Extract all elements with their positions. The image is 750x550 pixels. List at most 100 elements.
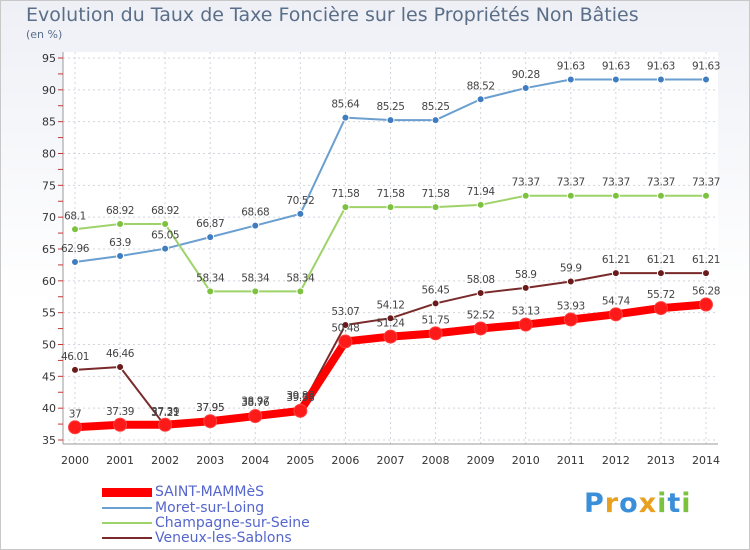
data-label-saint-mamm-s: 51.24 — [376, 318, 405, 330]
data-point-champagne-sur-seine — [341, 203, 350, 212]
data-point-saint-mamm-s — [473, 321, 488, 336]
data-label-veneux-les-sablons: 39.88 — [286, 390, 314, 402]
data-label-veneux-les-sablons: 58.9 — [515, 269, 537, 281]
proxiti-logo: Proxiti — [584, 488, 692, 519]
legend-swatch — [102, 487, 152, 497]
data-label-champagne-sur-seine: 73.37 — [512, 177, 540, 189]
x-tick-label: 2009 — [467, 454, 495, 467]
data-label-moret-sur-loing: 85.64 — [331, 99, 360, 111]
data-label-saint-mamm-s: 52.52 — [467, 309, 495, 321]
data-label-champagne-sur-seine: 73.37 — [692, 177, 720, 189]
data-point-champagne-sur-seine — [431, 203, 440, 212]
data-point-moret-sur-loing — [341, 113, 350, 122]
data-label-saint-mamm-s: 37.39 — [151, 406, 179, 418]
legend-item-saint-mammes: SAINT-MAMMèS — [102, 484, 264, 500]
data-label-champagne-sur-seine: 73.37 — [557, 177, 585, 189]
y-tick-label: 95 — [42, 52, 56, 65]
data-point-veneux-les-sablons — [656, 269, 665, 278]
data-label-veneux-les-sablons: 61.21 — [602, 254, 630, 266]
data-label-moret-sur-loing: 91.63 — [647, 60, 675, 72]
data-point-moret-sur-loing — [476, 95, 485, 104]
x-tick-label: 2000 — [61, 454, 89, 467]
data-point-saint-mamm-s — [383, 329, 398, 344]
data-label-moret-sur-loing: 88.52 — [467, 80, 495, 92]
legend-swatch — [102, 522, 152, 524]
data-label-saint-mamm-s: 39.58 — [286, 392, 314, 404]
data-point-saint-mamm-s — [248, 409, 263, 424]
data-point-veneux-les-sablons — [476, 289, 485, 298]
data-point-moret-sur-loing — [116, 252, 125, 261]
data-label-moret-sur-loing: 68.68 — [241, 207, 269, 219]
data-label-champagne-sur-seine: 68.1 — [64, 210, 86, 222]
data-point-moret-sur-loing — [611, 75, 620, 84]
data-point-saint-mamm-s — [158, 417, 173, 432]
data-point-champagne-sur-seine — [206, 287, 215, 296]
y-tick-label: 35 — [42, 434, 56, 447]
data-point-veneux-les-sablons — [702, 269, 710, 278]
legend-label: Moret-sur-Loing — [155, 500, 265, 516]
data-label-veneux-les-sablons: 37.21 — [151, 407, 179, 419]
data-label-moret-sur-loing: 66.87 — [196, 218, 224, 230]
data-point-saint-mamm-s — [699, 297, 713, 312]
data-label-moret-sur-loing: 85.25 — [422, 101, 450, 113]
legend-swatch — [102, 507, 152, 509]
data-label-saint-mamm-s: 53.93 — [557, 300, 585, 312]
data-label-veneux-les-sablons: 56.45 — [422, 284, 450, 296]
legend-label: Champagne-sur-Seine — [155, 515, 310, 531]
data-label-moret-sur-loing: 85.25 — [376, 101, 404, 113]
data-point-moret-sur-loing — [71, 257, 79, 266]
data-label-moret-sur-loing: 91.63 — [692, 60, 720, 72]
data-point-saint-mamm-s — [203, 414, 218, 429]
x-tick-label: 2014 — [692, 454, 720, 467]
data-point-saint-mamm-s — [518, 317, 533, 332]
data-point-saint-mamm-s — [608, 307, 623, 322]
y-tick-label: 50 — [42, 339, 56, 352]
y-tick-label: 55 — [42, 307, 56, 320]
data-point-champagne-sur-seine — [702, 191, 710, 200]
data-label-champagne-sur-seine: 71.94 — [467, 186, 496, 198]
legend-label: SAINT-MAMMèS — [155, 484, 264, 500]
data-point-champagne-sur-seine — [386, 203, 395, 212]
data-label-saint-mamm-s: 56.28 — [692, 286, 720, 298]
data-point-champagne-sur-seine — [251, 287, 260, 296]
data-label-saint-mamm-s: 37 — [69, 408, 82, 420]
y-tick-label: 75 — [42, 179, 56, 192]
data-label-champagne-sur-seine: 71.58 — [422, 188, 450, 200]
data-point-champagne-sur-seine — [161, 220, 170, 229]
data-label-saint-mamm-s: 37.95 — [196, 402, 224, 414]
data-label-moret-sur-loing: 65.05 — [151, 230, 179, 242]
y-tick-label: 90 — [42, 84, 56, 97]
logo-letter: r — [604, 488, 620, 519]
data-point-saint-mamm-s — [653, 301, 668, 316]
data-label-moret-sur-loing: 90.28 — [512, 69, 540, 81]
data-point-veneux-les-sablons — [341, 320, 350, 329]
data-point-champagne-sur-seine — [656, 191, 665, 200]
x-tick-label: 2011 — [557, 454, 585, 467]
data-label-moret-sur-loing: 91.63 — [557, 60, 585, 72]
data-point-moret-sur-loing — [431, 116, 440, 125]
data-point-champagne-sur-seine — [611, 191, 620, 200]
data-label-saint-mamm-s: 53.13 — [512, 306, 540, 318]
data-point-champagne-sur-seine — [566, 191, 575, 200]
data-point-saint-mamm-s — [68, 420, 82, 435]
data-label-veneux-les-sablons: 54.12 — [376, 299, 404, 311]
data-label-moret-sur-loing: 62.96 — [61, 243, 90, 255]
data-point-veneux-les-sablons — [116, 363, 125, 372]
y-axis-unit-label: (en %) — [26, 28, 63, 41]
data-label-champagne-sur-seine: 58.34 — [241, 272, 270, 284]
data-label-saint-mamm-s: 38.76 — [241, 397, 270, 409]
data-label-saint-mamm-s: 50.48 — [331, 322, 359, 334]
data-label-saint-mamm-s: 54.74 — [602, 295, 631, 307]
data-point-veneux-les-sablons — [431, 299, 440, 308]
data-point-veneux-les-sablons — [611, 269, 620, 278]
x-tick-label: 2010 — [512, 454, 540, 467]
x-tick-label: 2002 — [151, 454, 179, 467]
data-point-veneux-les-sablons — [566, 277, 575, 286]
data-label-champagne-sur-seine: 73.37 — [647, 177, 675, 189]
data-point-moret-sur-loing — [566, 75, 575, 84]
data-point-saint-mamm-s — [293, 403, 308, 418]
y-tick-label: 60 — [42, 275, 56, 288]
x-tick-label: 2013 — [647, 454, 675, 467]
data-point-champagne-sur-seine — [521, 191, 530, 200]
